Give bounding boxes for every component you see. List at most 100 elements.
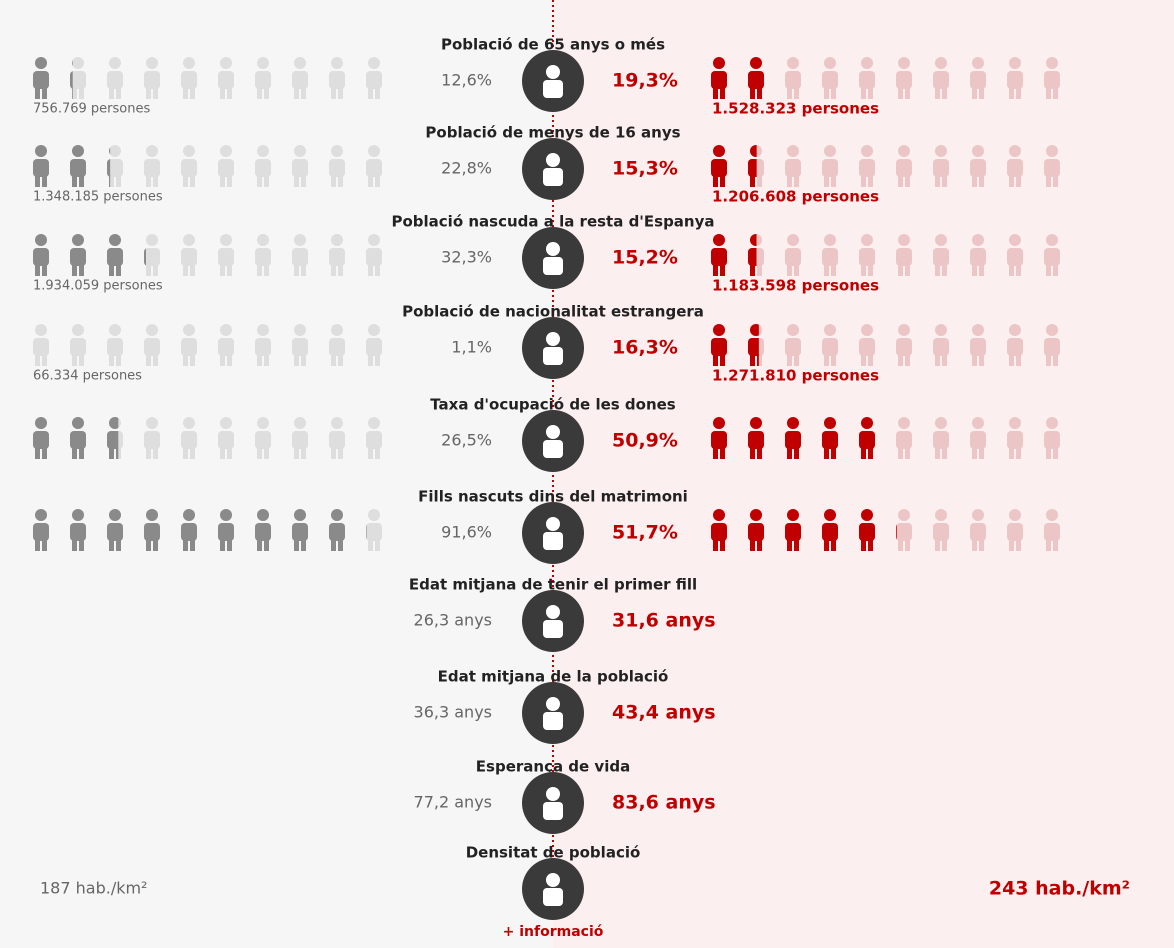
figure-leg bbox=[787, 447, 792, 459]
figure-leg bbox=[787, 87, 792, 99]
figure-leg bbox=[338, 354, 343, 366]
figure-empty bbox=[329, 324, 345, 366]
figure-empty bbox=[1044, 145, 1060, 187]
figure-leg bbox=[757, 447, 762, 459]
figure-leg bbox=[861, 447, 866, 459]
figure-leg bbox=[79, 264, 84, 276]
figure-filled bbox=[33, 509, 49, 551]
figure-head bbox=[898, 57, 910, 69]
figure-body bbox=[255, 248, 271, 266]
figure-empty bbox=[181, 145, 197, 187]
figure-leg bbox=[750, 447, 755, 459]
figure-leg bbox=[905, 87, 910, 99]
figure-head bbox=[1046, 324, 1058, 336]
figure-empty bbox=[822, 234, 838, 276]
figure-leg bbox=[979, 539, 984, 551]
figure-body bbox=[1007, 248, 1023, 266]
figure-head bbox=[824, 324, 836, 336]
left-value: 91,6% bbox=[441, 523, 492, 542]
figure-head bbox=[824, 57, 836, 69]
figure-leg bbox=[146, 447, 151, 459]
left-value: 26,3 anys bbox=[414, 611, 492, 630]
figure-head bbox=[109, 417, 119, 429]
figure-body bbox=[292, 248, 308, 266]
figure-empty bbox=[970, 145, 986, 187]
figure-leg bbox=[109, 175, 111, 187]
figure-leg bbox=[713, 264, 718, 276]
figure-empty bbox=[144, 145, 160, 187]
figure-leg bbox=[301, 87, 306, 99]
figure-body bbox=[107, 523, 123, 541]
figure-leg bbox=[190, 539, 195, 551]
figure-leg bbox=[898, 539, 903, 551]
figure-leg bbox=[794, 447, 799, 459]
figure-body bbox=[748, 338, 759, 356]
figure-head bbox=[257, 324, 269, 336]
figure-body bbox=[1044, 431, 1060, 449]
figure-body bbox=[1007, 159, 1023, 177]
figure-head bbox=[1046, 234, 1058, 246]
figure-leg bbox=[824, 447, 829, 459]
figure-body bbox=[33, 159, 49, 177]
figure-body bbox=[970, 523, 986, 541]
figure-filled bbox=[107, 234, 123, 276]
figure-filled bbox=[292, 509, 308, 551]
figure-head bbox=[972, 324, 984, 336]
figure-leg bbox=[331, 539, 336, 551]
figure-leg bbox=[861, 175, 866, 187]
figure-leg bbox=[935, 447, 940, 459]
figure-head bbox=[935, 324, 947, 336]
figure-filled bbox=[711, 145, 727, 187]
figure-head bbox=[972, 145, 984, 157]
figure-body bbox=[181, 159, 197, 177]
figure-leg bbox=[1016, 175, 1021, 187]
figure-leg bbox=[153, 175, 158, 187]
figure-head bbox=[972, 509, 984, 521]
row-icon-glyph bbox=[546, 425, 560, 439]
figure-leg bbox=[935, 175, 940, 187]
figure-body bbox=[748, 523, 764, 541]
figure-empty bbox=[1007, 57, 1023, 99]
figure-leg bbox=[713, 175, 718, 187]
figure-head bbox=[972, 234, 984, 246]
figure-body bbox=[255, 338, 271, 356]
row-icon-glyph bbox=[546, 697, 560, 711]
figure-leg bbox=[375, 539, 380, 551]
figure-leg bbox=[183, 447, 188, 459]
figure-leg bbox=[942, 539, 947, 551]
figure-head bbox=[713, 145, 725, 157]
figure-leg bbox=[227, 447, 232, 459]
left-value: 187 hab./km² bbox=[40, 879, 147, 898]
figure-body bbox=[70, 159, 86, 177]
figure-leg bbox=[794, 354, 799, 366]
figure-body bbox=[896, 338, 912, 356]
figure-empty bbox=[329, 234, 345, 276]
figure-leg bbox=[116, 447, 121, 459]
figure-leg bbox=[220, 447, 225, 459]
figure-leg bbox=[116, 175, 121, 187]
figure-leg bbox=[301, 175, 306, 187]
figure-leg bbox=[331, 264, 336, 276]
figure-filled bbox=[748, 509, 764, 551]
figure-leg bbox=[1053, 264, 1058, 276]
figure-head bbox=[713, 509, 725, 521]
figure-empty bbox=[896, 145, 912, 187]
figure-leg bbox=[109, 264, 114, 276]
figure-body bbox=[292, 159, 308, 177]
figure-leg bbox=[183, 175, 188, 187]
figure-leg bbox=[750, 87, 755, 99]
figure-body bbox=[255, 523, 271, 541]
figure-leg bbox=[1053, 447, 1058, 459]
figure-head bbox=[109, 324, 121, 336]
figure-body bbox=[1007, 71, 1023, 89]
figure-body bbox=[1044, 71, 1060, 89]
more-info-link[interactable]: + informació bbox=[503, 924, 604, 940]
figure-head bbox=[713, 57, 725, 69]
figure-head bbox=[146, 417, 158, 429]
figure-body bbox=[70, 338, 86, 356]
figure-leg bbox=[153, 539, 158, 551]
figure-leg bbox=[787, 539, 792, 551]
figure-head bbox=[1046, 417, 1058, 429]
figure-filled bbox=[255, 509, 271, 551]
figure-leg bbox=[183, 87, 188, 99]
